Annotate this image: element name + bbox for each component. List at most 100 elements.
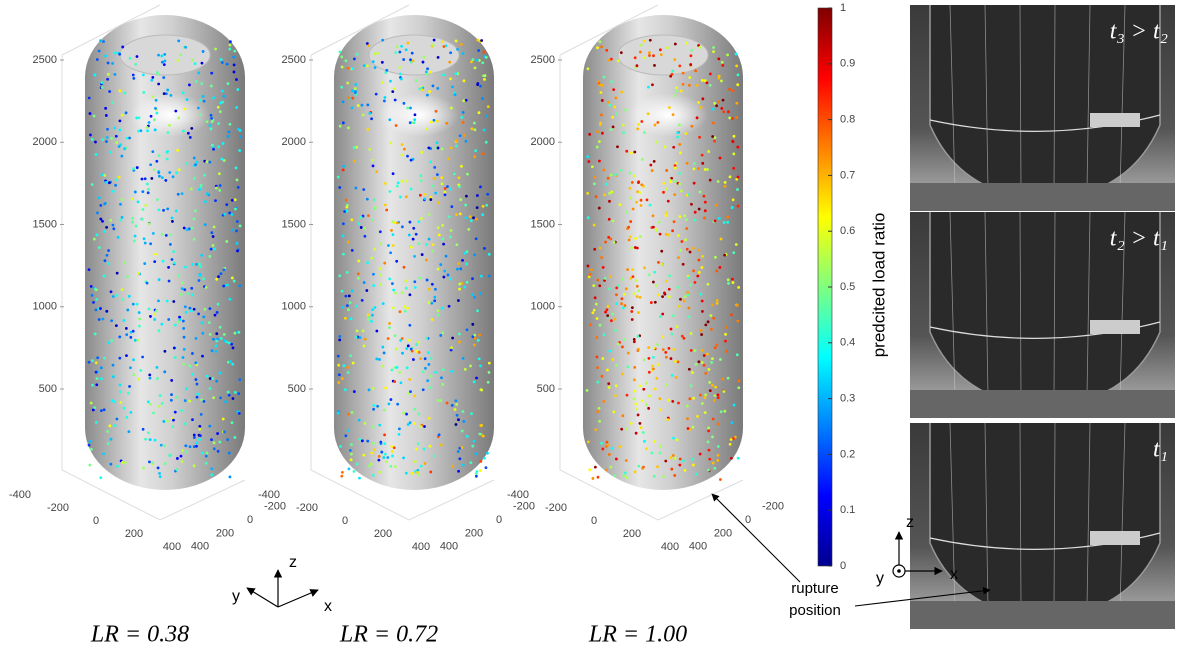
scatter-dot [215, 278, 218, 281]
scatter-dot [599, 247, 602, 250]
scatter-dot [166, 420, 169, 423]
scatter-dot [373, 248, 376, 251]
scatter-dot [469, 461, 472, 464]
scatter-dot [380, 451, 383, 454]
scatter-dot [607, 382, 610, 385]
scatter-dot [238, 149, 241, 152]
scatter-dot [481, 97, 484, 100]
scatter-dot [657, 261, 660, 264]
scatter-dot [104, 259, 107, 262]
scatter-dot [182, 363, 185, 366]
scatter-dot [166, 150, 169, 153]
scatter-dot [358, 336, 361, 339]
scatter-dot [441, 40, 444, 43]
scatter-dot [347, 67, 350, 70]
scatter-dot [93, 115, 96, 118]
scatter-dot [418, 412, 421, 415]
scatter-dot [370, 320, 373, 323]
scatter-dot [372, 426, 375, 429]
scatter-dot [630, 247, 633, 250]
scatter-dot [128, 385, 131, 388]
scatter-dot [682, 263, 685, 266]
scatter-dot [429, 160, 432, 163]
scatter-dot [378, 471, 381, 474]
x-tick-label: -400 [507, 489, 529, 501]
scatter-dot [229, 360, 232, 363]
scatter-dot [230, 343, 233, 346]
scatter-dot [633, 340, 636, 343]
scatter-dot [596, 410, 599, 413]
scatter-dot [355, 146, 358, 149]
scatter-dot [437, 201, 440, 204]
scatter-dot [210, 438, 213, 441]
scatter-dot [107, 249, 110, 252]
scatter-dot [388, 118, 391, 121]
scatter-dot [733, 404, 736, 407]
scatter-dot [150, 115, 153, 118]
scatter-dot [610, 319, 613, 322]
scatter-dot [88, 464, 91, 467]
scatter-dot [157, 72, 160, 75]
scatter-dot [337, 176, 340, 179]
scatter-dot [396, 366, 399, 369]
scatter-dot [109, 151, 112, 154]
scatter-dot [129, 57, 132, 60]
scatter-dot [105, 114, 108, 117]
scatter-dot [215, 187, 218, 190]
scatter-dot [367, 318, 370, 321]
scatter-dot [123, 261, 126, 264]
scatter-dot [633, 175, 636, 178]
scatter-dot [598, 420, 601, 423]
scatter-dot [477, 339, 480, 342]
annotation: rupture position [780, 578, 850, 622]
scatter-dot [659, 452, 662, 455]
scatter-dot [681, 335, 684, 338]
scatter-dot [193, 464, 196, 467]
scatter-dot [693, 167, 696, 170]
scatter-dot [465, 263, 468, 266]
scatter-dot [213, 248, 216, 251]
scatter-dot [103, 230, 106, 233]
scatter-dot [625, 150, 628, 153]
scatter-dot [365, 289, 368, 292]
vessel-outline [930, 423, 1160, 618]
scatter-dot [430, 121, 433, 124]
colorbar-tick-label: 0.8 [840, 114, 855, 126]
scatter-dot [149, 377, 152, 380]
scatter-dot [96, 211, 99, 214]
scatter-dot [448, 215, 451, 218]
scatter-dot [480, 275, 483, 278]
scatter-dot [114, 184, 117, 187]
scatter-dot [675, 162, 678, 165]
scatter-dot [171, 216, 174, 219]
scatter-dot [436, 87, 439, 90]
scatter-dot [193, 308, 196, 311]
scatter-dot [164, 462, 167, 465]
scatter-dot [340, 475, 343, 478]
scatter-dot [632, 292, 635, 295]
scatter-dot [640, 426, 643, 429]
scatter-dot [637, 335, 640, 338]
scatter-dot [370, 117, 373, 120]
scatter-dot [96, 58, 99, 61]
scatter-dot [443, 191, 446, 194]
scatter-dot [715, 270, 718, 273]
scatter-dot [671, 333, 674, 336]
scatter-dot [406, 366, 409, 369]
scatter-dot [671, 70, 674, 73]
scatter-dot [198, 263, 201, 266]
colorbar-tick-label: 0 [840, 560, 846, 572]
scatter-dot [118, 336, 121, 339]
scatter-dot [118, 357, 121, 360]
scatter-dot [184, 444, 187, 447]
scatter-dot [199, 434, 202, 437]
scatter-dot [436, 141, 439, 144]
scatter-dot [426, 94, 429, 97]
scatter-dot [697, 101, 700, 104]
scatter-dot [596, 336, 599, 339]
scatter-dot [428, 386, 431, 389]
scatter-dot [366, 103, 369, 106]
scatter-dot [357, 272, 360, 275]
scatter-dot [217, 145, 220, 148]
scatter-dot [458, 185, 461, 188]
